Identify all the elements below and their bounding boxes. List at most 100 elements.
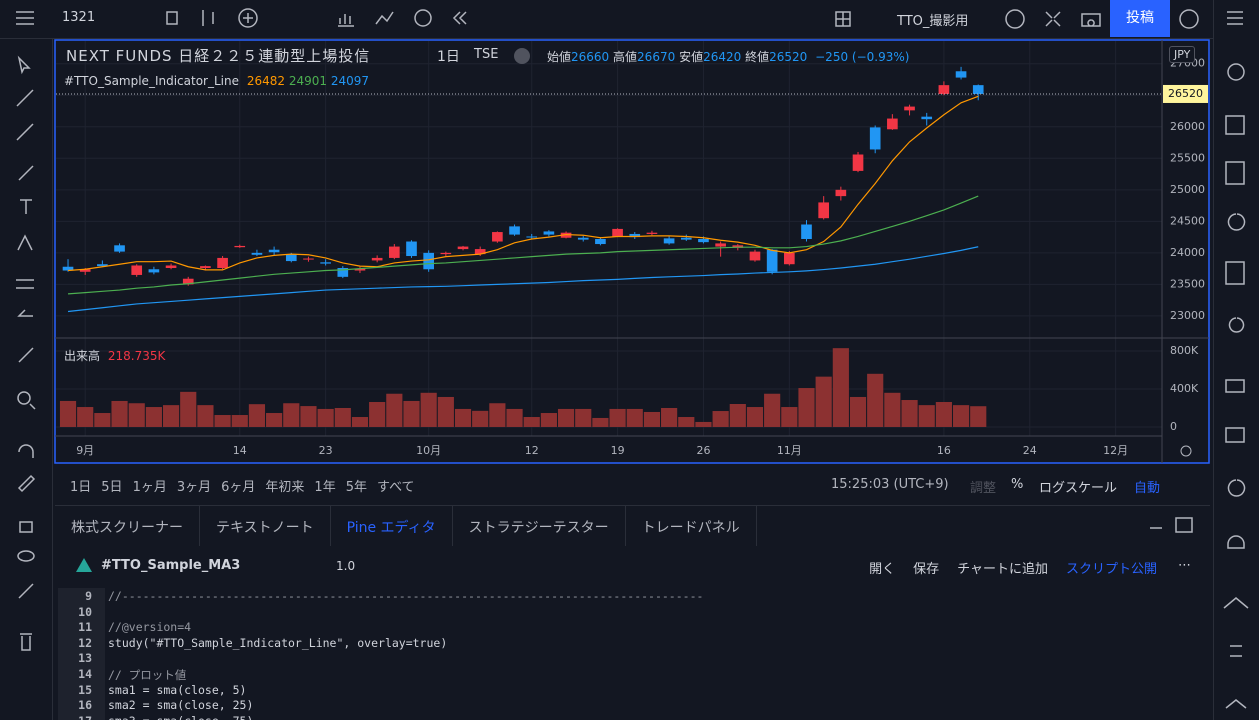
tab[interactable]: Pine エディタ: [331, 506, 453, 546]
value: 24901: [288, 74, 328, 88]
percent[interactable]: %: [1011, 477, 1024, 492]
candle-body: [423, 252, 434, 270]
hide-button[interactable]: [514, 48, 530, 64]
volume-bar: [849, 396, 867, 427]
script-name: #TTO_Sample_MA3: [101, 558, 241, 573]
volume-bar: [145, 407, 162, 427]
range-button[interactable]: 6ヶ月: [221, 480, 256, 495]
volume-bar: [248, 404, 266, 427]
tab[interactable]: トレードパネル: [626, 506, 757, 546]
layout-name[interactable]: TTO_撮影用: [897, 14, 969, 29]
indicator-name: #TTO_Sample_Indicator_Line: [64, 74, 239, 88]
value: 26520: [769, 50, 808, 64]
top-toolbar: [0, 0, 1213, 39]
action[interactable]: 開く: [869, 562, 896, 577]
volume-bar: [420, 392, 437, 427]
bottom-panel: [55, 505, 1210, 720]
y-tick-label: 400K: [1170, 382, 1199, 395]
code-text: // プロット値: [108, 667, 187, 682]
line-number: 9: [85, 589, 92, 603]
currency[interactable]: JPY: [1169, 46, 1196, 63]
tab[interactable]: 株式スクリーナー: [55, 506, 200, 546]
candle-body: [114, 245, 125, 252]
volume-bar: [180, 391, 197, 427]
candle-body: [955, 71, 967, 78]
volume-bar: [970, 406, 987, 427]
value: 26670: [637, 50, 676, 64]
log-scale[interactable]: ログスケール: [1039, 481, 1118, 496]
more[interactable]: ⋯: [1178, 558, 1191, 573]
range-button[interactable]: 1年: [314, 480, 336, 495]
exchange: TSE: [474, 47, 499, 62]
range-button[interactable]: 1ヶ月: [132, 480, 167, 495]
version[interactable]: 1.0: [336, 559, 356, 573]
range-button[interactable]: 1日: [70, 480, 92, 495]
candle-body: [389, 246, 400, 258]
code-text: study("#TTO_Sample_Indicator_Line", over…: [108, 635, 448, 650]
code-line: 11 //@version=4: [58, 620, 703, 636]
volume-bar: [557, 408, 575, 427]
code-text: sma1 = sma(close, 5): [108, 682, 247, 697]
volume-bar: [832, 348, 849, 427]
candle-body: [182, 278, 194, 285]
x-tick-label: 10月: [416, 444, 441, 457]
volume-bar: [162, 405, 180, 427]
tab[interactable]: ストラテジーテスター: [453, 506, 626, 546]
candle-body: [320, 262, 331, 264]
y-tick-label: 25000: [1170, 183, 1205, 196]
candle-body: [646, 232, 658, 234]
volume-bar: [746, 407, 764, 427]
volume-bar: [661, 407, 678, 427]
range-button[interactable]: 年初来: [265, 480, 305, 495]
candle-body: [251, 252, 263, 255]
range-bar: 1日 5日 1ヶ月 3ヶ月 6ヶ月 年初来 1年 5年 すべて: [70, 476, 425, 495]
code-line: 12 study("#TTO_Sample_Indicator_Line", ov…: [58, 636, 703, 652]
tab[interactable]: テキストノート: [200, 506, 331, 546]
symbol-title: NEXT FUNDS 日経２２５連動型上場投信: [66, 47, 371, 65]
code-text: //@version=4: [108, 620, 192, 635]
volume-bar: [952, 405, 970, 427]
volume-bar: [472, 410, 489, 427]
volume-bar: [575, 408, 592, 427]
line-number: 14: [78, 666, 92, 681]
candle-body: [595, 239, 606, 245]
line-number: 13: [78, 651, 92, 666]
range-button[interactable]: 5日: [101, 480, 123, 495]
code-line: 10: [58, 605, 703, 621]
price-label-bg: [1163, 84, 1208, 103]
value: 24097: [330, 74, 370, 88]
candle-body: [79, 269, 91, 272]
volume-bar: [884, 392, 901, 427]
y-tick-label: 23000: [1170, 309, 1205, 322]
x-tick-label: 12月: [1103, 444, 1128, 457]
range-button[interactable]: すべて: [376, 480, 415, 495]
volume-bar: [266, 413, 283, 427]
line-number: 17: [58, 714, 92, 720]
x-tick-label: 23: [319, 444, 333, 457]
action[interactable]: スクリプト公開: [1065, 562, 1157, 577]
x-tick-label: 19: [611, 444, 625, 457]
action[interactable]: 保存: [913, 562, 940, 577]
label: 出来高: [64, 349, 101, 363]
volume-bar: [300, 406, 317, 427]
volume-bar: [918, 405, 935, 427]
range-button[interactable]: 3ヶ月: [176, 480, 212, 495]
value: 26482: [246, 74, 285, 88]
volume-bar: [678, 417, 695, 427]
publish-button[interactable]: 投稿: [1110, 0, 1170, 37]
range-button[interactable]: 5年: [345, 480, 367, 495]
candle-body: [337, 268, 349, 277]
candle-body: [818, 202, 829, 219]
clock: 15:25:03 (UTC+9): [831, 477, 949, 492]
right-toolbar: [1213, 0, 1259, 720]
auto[interactable]: 自動: [1134, 481, 1161, 496]
chart-frame: [54, 39, 1210, 464]
symbol-search[interactable]: 1321: [62, 10, 96, 25]
adjust[interactable]: 調整: [970, 481, 997, 496]
ohlc-legend: 始値26660 高値26670 安値26420 終値26520 −250 (−0…: [547, 48, 909, 65]
candle-body: [612, 228, 623, 237]
candle-body: [131, 265, 143, 275]
action[interactable]: チャートに追加: [957, 562, 1048, 577]
label: 始値: [547, 50, 572, 64]
candle-body: [268, 249, 280, 253]
